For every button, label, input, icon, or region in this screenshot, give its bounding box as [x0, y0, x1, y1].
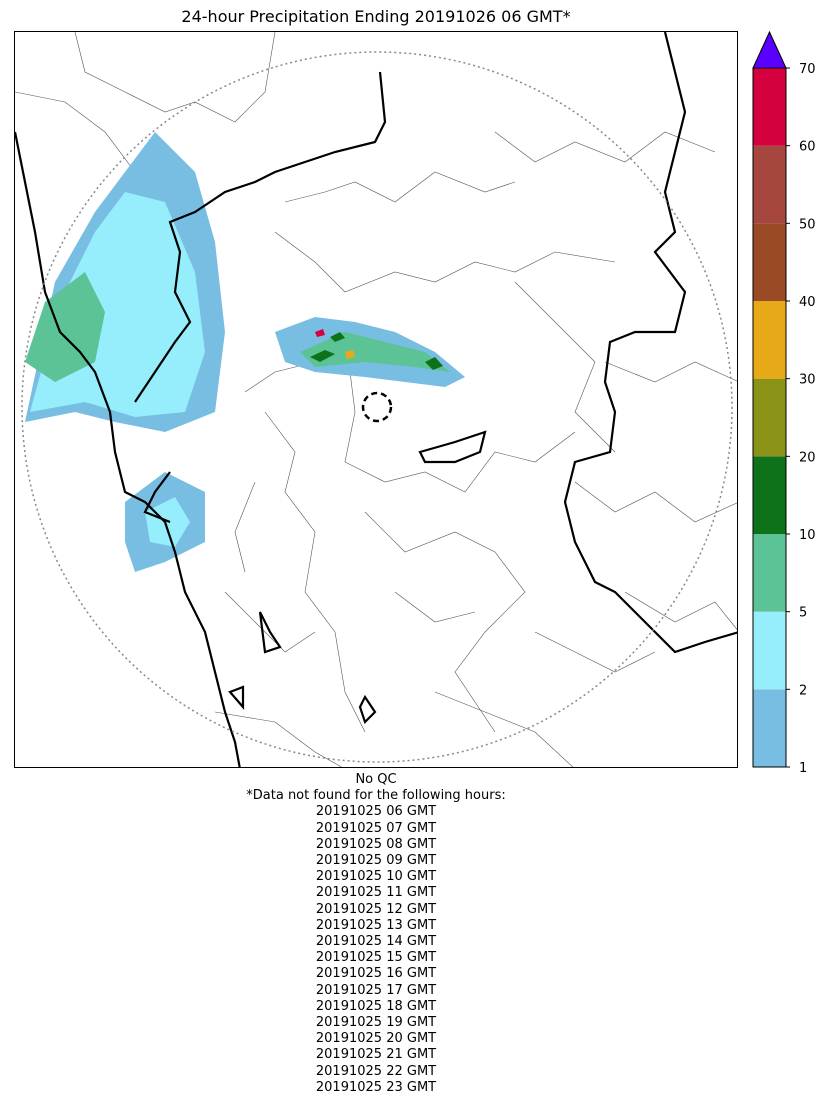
colorbar-tick-label: 50: [799, 217, 816, 232]
colorbar-tick-label: 2: [799, 683, 807, 698]
colorbar-segment: [753, 378, 786, 457]
missing-hour-item: 20191025 20 GMT: [315, 1031, 437, 1047]
colorbar-segment: [753, 301, 786, 379]
missing-hour-item: 20191025 16 GMT: [315, 966, 437, 982]
colorbar-tick-label: 40: [799, 295, 816, 310]
colorbar: 1 2 5 10 20 30 40 50 60 70: [752, 30, 822, 776]
missing-hour-item: 20191025 09 GMT: [315, 853, 437, 869]
colorbar-tick-label: 30: [799, 373, 816, 388]
colorbar-border: [752, 67, 787, 768]
colorbar-segment: [753, 145, 786, 224]
colorbar-segment: [753, 68, 786, 146]
colorbar-segment: [753, 223, 786, 301]
missing-hour-item: 20191025 15 GMT: [315, 950, 437, 966]
missing-data-note: *Data not found for the following hours:: [246, 788, 506, 804]
colorbar-extend-arrow: [752, 30, 787, 69]
qc-label: No QC: [355, 772, 397, 787]
missing-hour-item: 20191025 21 GMT: [315, 1047, 437, 1063]
missing-hour-item: 20191025 11 GMT: [315, 885, 437, 901]
missing-hour-item: 20191025 23 GMT: [315, 1079, 437, 1095]
colorbar-tick-label: 70: [799, 62, 816, 77]
colorbar-tick-label: 20: [799, 450, 816, 465]
missing-hour-item: 20191025 10 GMT: [315, 869, 437, 885]
colorbar-segment: [753, 689, 786, 767]
missing-hour-item: 20191025 12 GMT: [315, 901, 437, 917]
colorbar-tick-label: 5: [799, 606, 807, 621]
precip-area-heavy: [25, 272, 105, 382]
colorbar-tick-label: 1: [799, 761, 807, 772]
precip-cells-intense: [310, 332, 443, 370]
map-title: 24-hour Precipitation Ending 20191026 06…: [181, 7, 571, 26]
colorbar-svg: 1 2 5 10 20 30 40 50 60 70: [752, 30, 816, 776]
colorbar-segment: [753, 611, 786, 690]
missing-hour-item: 20191025 07 GMT: [315, 820, 437, 836]
precipitation-areas: [25, 132, 465, 572]
missing-hour-item: 20191025 14 GMT: [315, 934, 437, 950]
colorbar-tick-label: 60: [799, 140, 816, 155]
missing-hour-item: 20191025 17 GMT: [315, 982, 437, 998]
precip-band-central: [300, 332, 450, 372]
missing-hours-list: 20191025 06 GMT 20191025 07 GMT 20191025 0…: [0, 804, 752, 1096]
radar-range-ring: [21, 51, 733, 763]
missing-hour-item: 20191025 13 GMT: [315, 917, 437, 933]
missing-hour-item: 20191025 06 GMT: [315, 804, 437, 820]
missing-hour-item: 20191025 22 GMT: [315, 1063, 437, 1079]
precip-cells-extreme: [315, 329, 325, 337]
colorbar-segment: [753, 534, 786, 612]
missing-hour-item: 20191025 19 GMT: [315, 1015, 437, 1031]
precipitation-map: [14, 31, 738, 768]
missing-hour-item: 20191025 08 GMT: [315, 836, 437, 852]
missing-hour-item: 20191025 18 GMT: [315, 998, 437, 1014]
map-canvas: [15, 32, 737, 767]
precip-cells-orange: [345, 350, 355, 359]
radar-site-marker: [361, 391, 393, 423]
footer-notes: No QC *Data not found for the following …: [0, 772, 752, 1096]
district-boundaries: [15, 32, 737, 767]
state-boundaries: [15, 32, 737, 767]
colorbar-segment: [753, 456, 786, 534]
colorbar-tick-label: 10: [799, 528, 816, 543]
